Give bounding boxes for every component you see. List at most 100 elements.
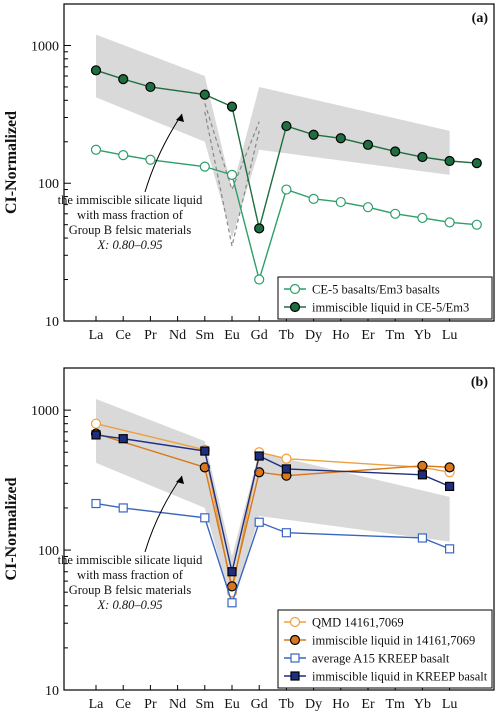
x-tick-label: Gd: [251, 697, 268, 712]
x-tick-label: Ce: [115, 328, 131, 343]
x-tick-label: Tm: [385, 328, 405, 343]
x-tick-label: Pr: [144, 328, 157, 343]
legend-box: [277, 609, 493, 689]
data-point: [417, 460, 428, 471]
data-point: [281, 453, 292, 464]
data-point: [471, 219, 482, 230]
data-point: [254, 451, 264, 461]
annotation-arrowhead: [176, 476, 184, 484]
data-point: [471, 158, 482, 169]
y-axis-label: CI-Normalized: [3, 111, 20, 214]
data-point: [362, 202, 374, 213]
legend-label: QMD 14161,7069: [312, 616, 404, 630]
data-point: [362, 139, 374, 150]
data-point: [444, 462, 455, 473]
x-tick-label: Yb: [414, 328, 431, 343]
data-point: [200, 446, 210, 456]
x-tick-label: Dy: [305, 328, 322, 343]
data-point: [417, 470, 427, 480]
chart-panel-b: 10 100 1000 CI-Normalized La Ce Pr Nd Sm Eu Gd Tb Dy…: [3, 367, 495, 712]
annotation-arrow: [144, 113, 183, 193]
panel-label: (a): [472, 11, 489, 26]
data-point: [445, 544, 455, 554]
data-point: [118, 503, 128, 513]
series-line: [95, 434, 450, 572]
x-tick-label: La: [89, 697, 105, 712]
data-point: [226, 169, 238, 180]
y-tick-label: 100: [38, 177, 59, 192]
dashed-envelope-upper: [204, 103, 260, 192]
annotation-arrowhead: [176, 114, 184, 122]
data-point: [118, 74, 129, 85]
legend-label: CE-5 basalts/Em3 basalts: [312, 283, 440, 297]
data-point: [199, 462, 210, 473]
legend-marker: [289, 616, 301, 628]
dashed-envelope-lower: [204, 111, 260, 247]
x-tick-label: Ho: [332, 328, 349, 343]
y-tick-label: 100: [38, 544, 59, 559]
data-point: [90, 65, 102, 76]
data-point: [226, 581, 238, 592]
data-point: [308, 129, 319, 140]
data-point: [281, 528, 291, 538]
x-tick-label: Sm: [195, 697, 214, 712]
x-tick-label: Tb: [279, 697, 295, 712]
x-tick-label: Tb: [279, 328, 295, 343]
data-point: [444, 217, 455, 228]
legend-marker: [289, 634, 301, 646]
x-tick-label: Gd: [251, 328, 268, 343]
annotation-line: X: 0.80–0.95: [97, 238, 163, 252]
data-point: [417, 212, 428, 224]
y-tick-label: 1000: [31, 39, 59, 54]
data-point: [390, 208, 401, 219]
x-tick-label: Nd: [169, 697, 186, 712]
data-point: [417, 533, 427, 543]
annotation-line: the immiscible silicate liquid: [58, 553, 204, 567]
data-point: [444, 155, 455, 167]
data-point: [91, 430, 101, 440]
legend-label: immiscible liquid in 14161,7069: [312, 634, 475, 648]
x-tick-label: Lu: [442, 328, 458, 343]
x-tick-label: Ce: [115, 697, 131, 712]
x-tick-label: Dy: [305, 697, 322, 712]
data-point: [118, 150, 129, 161]
y-tick-label: 10: [45, 315, 59, 330]
chart-panel-a: 10 100 1000 CI-Normalized La Ce Pr Nd Sm Eu Gd Tb Dy…: [3, 3, 495, 343]
range-band: [96, 34, 450, 239]
legend-marker: [290, 653, 300, 663]
legend-label: average A15 KREEP basalt: [312, 652, 450, 666]
data-point: [118, 434, 128, 444]
data-point: [335, 133, 346, 144]
annotation-line: with mass fraction of: [77, 208, 184, 222]
data-point: [227, 567, 237, 577]
x-tick-label: Tm: [385, 697, 405, 712]
x-tick-label: Ho: [332, 697, 349, 712]
data-point: [200, 513, 210, 523]
annotation-arrow: [144, 475, 183, 553]
legend-marker: [290, 671, 300, 681]
panel-label: (b): [471, 375, 488, 390]
data-point: [254, 517, 264, 527]
annotation-line: X: 0.80–0.95: [97, 598, 163, 612]
data-point: [390, 146, 401, 157]
data-point: [335, 196, 346, 208]
x-tick-label: Eu: [224, 697, 240, 712]
data-point: [281, 464, 291, 474]
data-point: [199, 89, 210, 100]
data-point: [308, 193, 319, 204]
y-tick-label: 1000: [31, 404, 59, 419]
data-point: [227, 598, 237, 608]
annotation-line: the immiscible silicate liquid: [58, 193, 204, 207]
x-tick-label: Pr: [144, 697, 157, 712]
y-axis-label: CI-Normalized: [3, 477, 20, 580]
legend-label: immiscible liquid in KREEP basalt: [312, 670, 488, 684]
data-point: [254, 274, 265, 285]
data-point: [90, 144, 102, 155]
x-tick-label: La: [89, 328, 105, 343]
x-tick-label: Nd: [169, 328, 186, 343]
legend-box: [277, 276, 493, 320]
data-point: [91, 498, 101, 509]
data-point: [417, 151, 428, 163]
range-band: [96, 399, 450, 606]
